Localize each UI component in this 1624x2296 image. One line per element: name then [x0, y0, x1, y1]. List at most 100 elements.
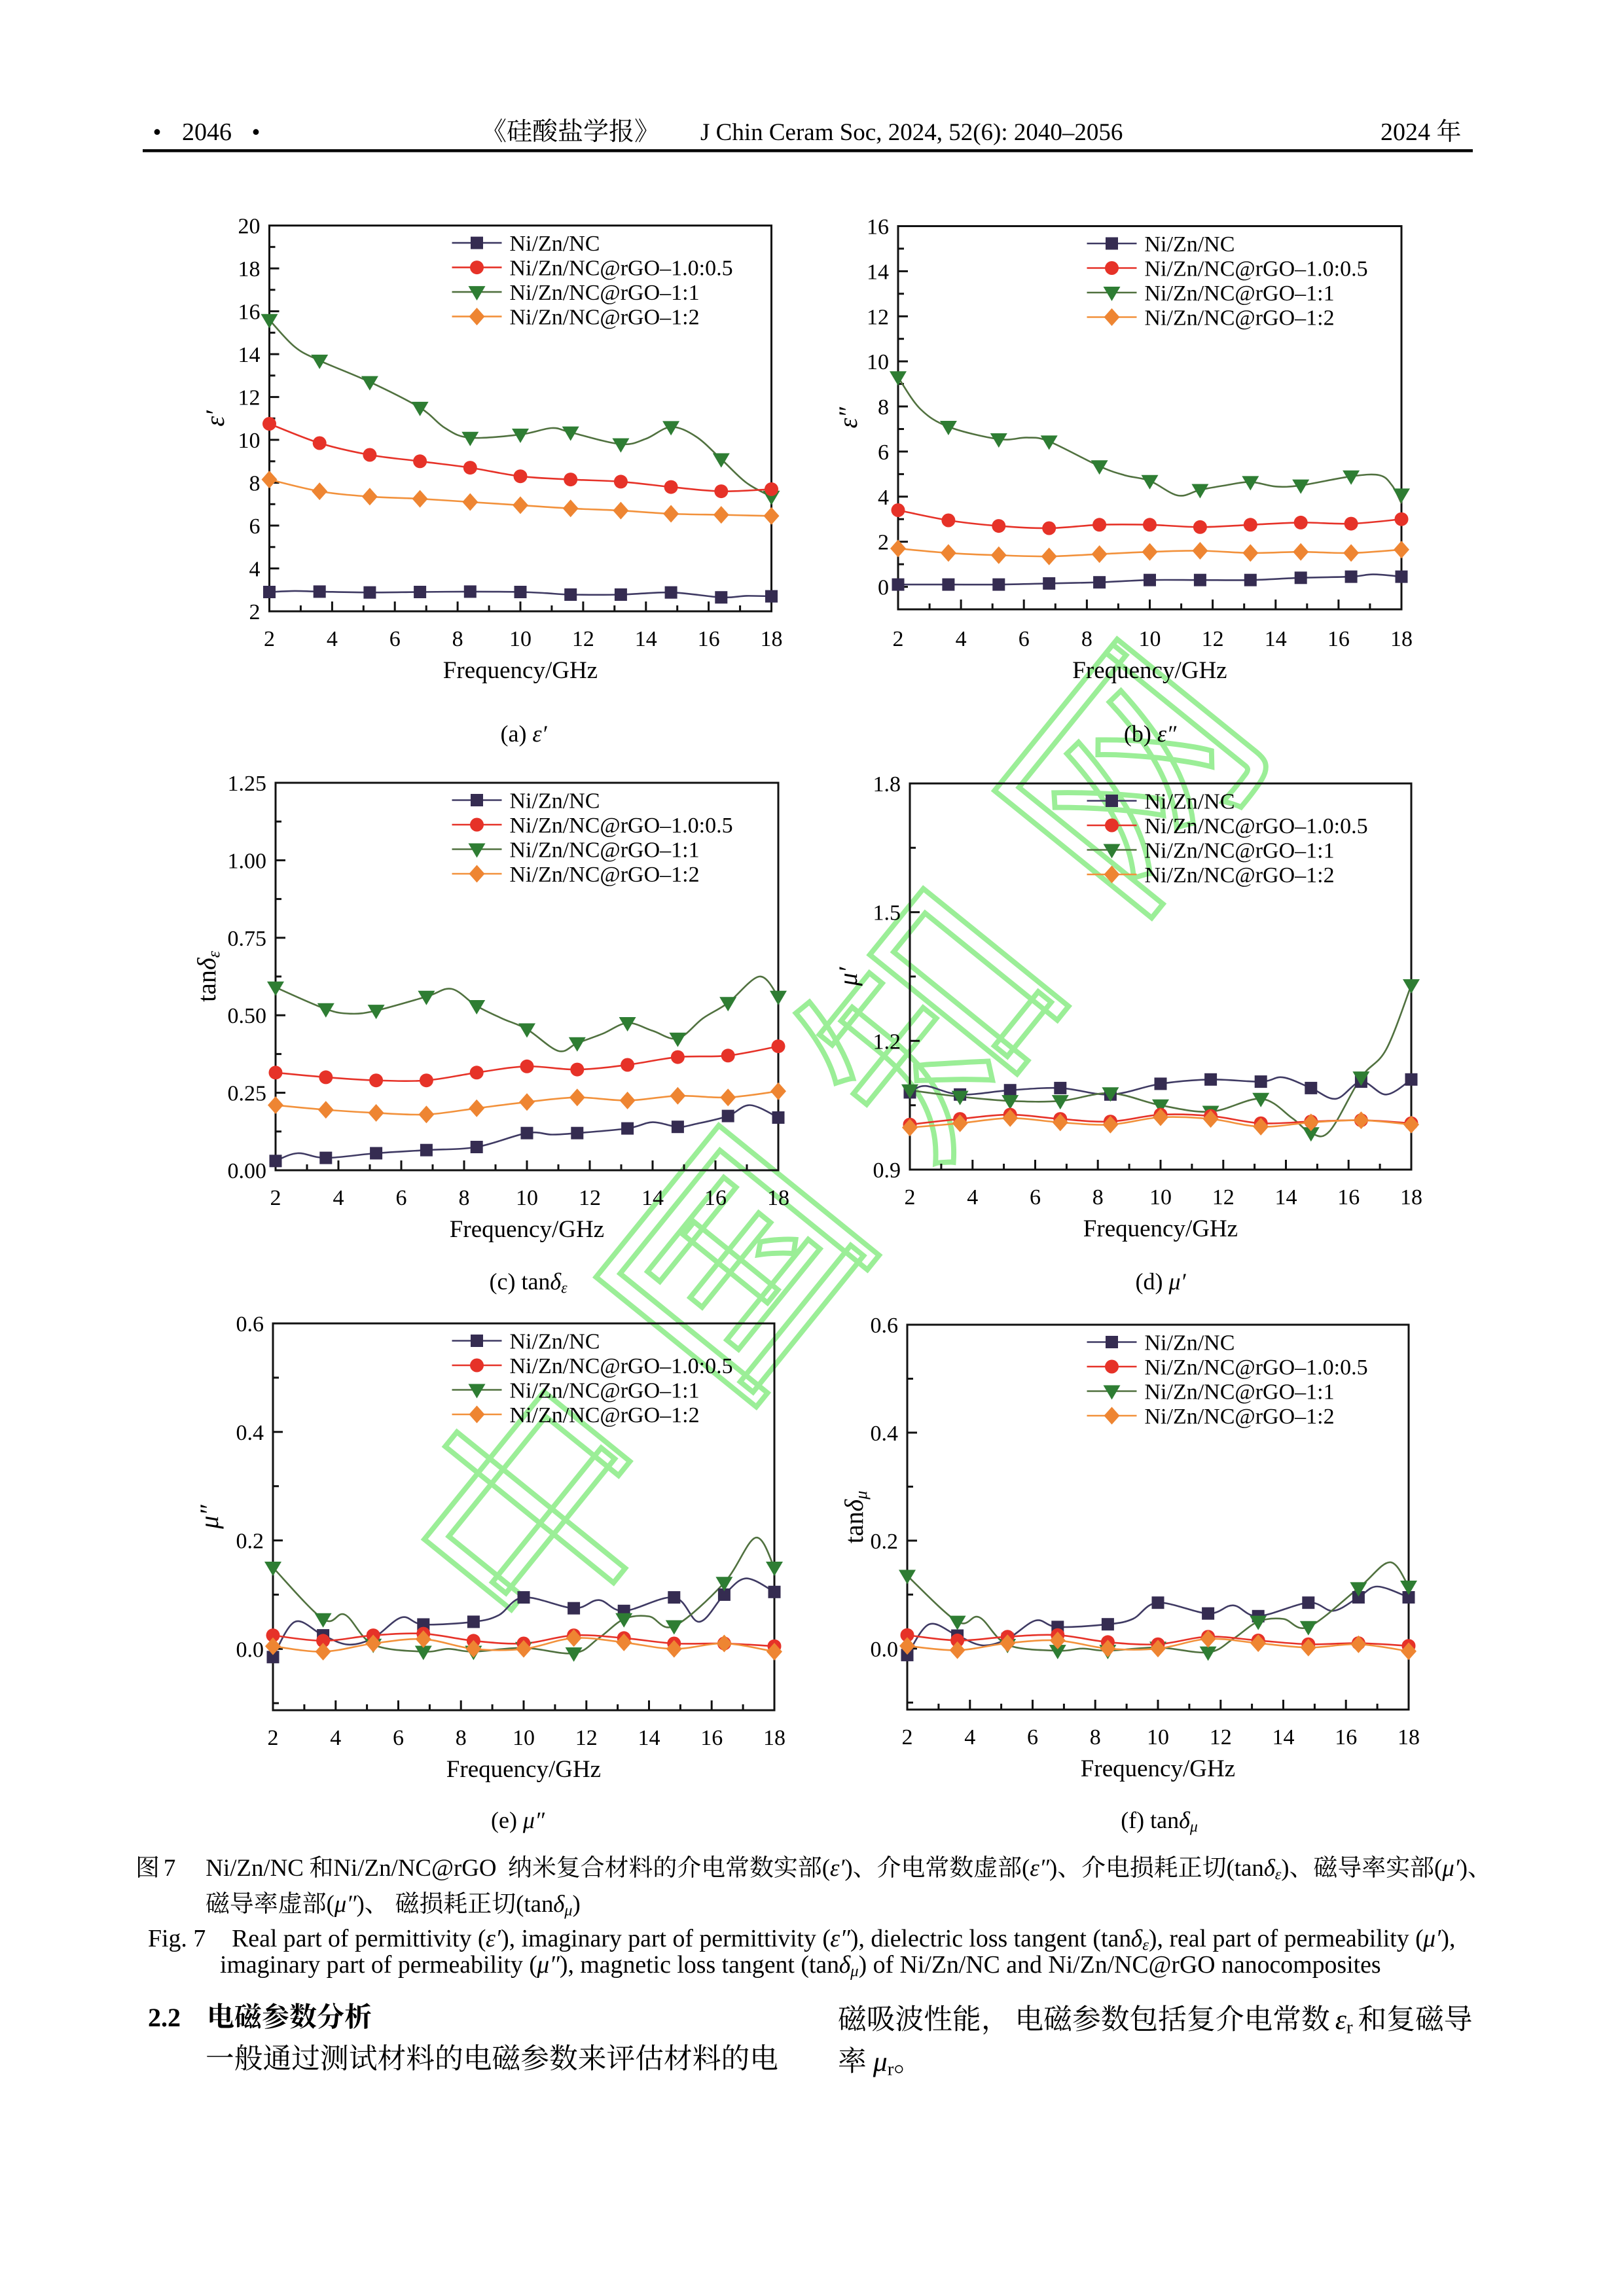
svg-text:ε″: ε″: [830, 1925, 851, 1952]
svg-text:2: 2: [878, 531, 889, 555]
svg-text:δ: δ: [839, 1499, 869, 1512]
svg-text:ε′: ε′: [200, 410, 230, 427]
svg-text:(tan: (tan: [1227, 1854, 1264, 1882]
svg-text:4: 4: [330, 1726, 341, 1750]
svg-text:20: 20: [238, 215, 261, 239]
svg-text:μ″: μ″: [522, 1807, 545, 1833]
svg-text:16: 16: [698, 627, 720, 651]
svg-text:4: 4: [878, 486, 889, 510]
svg-text:μ′: μ′: [1422, 1925, 1441, 1952]
svg-text:Frequency/GHz: Frequency/GHz: [443, 657, 598, 684]
svg-text:J Chin Ceram Soc, 2024, 52(6):: J Chin Ceram Soc, 2024, 52(6): 2040–2056: [700, 119, 1123, 146]
svg-text:Ni/Zn/NC: Ni/Zn/NC: [1145, 1331, 1235, 1355]
svg-text:10: 10: [509, 627, 532, 651]
svg-text:8: 8: [452, 627, 463, 651]
svg-text:2: 2: [249, 600, 261, 624]
svg-text:12: 12: [1212, 1185, 1235, 1210]
svg-text:10: 10: [867, 350, 889, 374]
svg-text:14: 14: [1272, 1725, 1295, 1749]
svg-text:μ″: μ″: [334, 1890, 357, 1917]
svg-text:Ni/Zn/NC: Ni/Zn/NC: [206, 1854, 304, 1881]
svg-text:6: 6: [1027, 1725, 1038, 1749]
svg-text:0.25: 0.25: [228, 1082, 267, 1106]
svg-text:8: 8: [1092, 1185, 1104, 1210]
svg-text:2046: 2046: [182, 118, 232, 146]
svg-text:Ni/Zn/NC: Ni/Zn/NC: [1145, 790, 1235, 814]
svg-text:Frequency/GHz: Frequency/GHz: [1083, 1215, 1238, 1242]
svg-text:): ): [1281, 1854, 1289, 1882]
svg-text:•: •: [252, 119, 261, 146]
svg-text:14: 14: [1265, 627, 1287, 651]
svg-text:(a): (a): [501, 721, 527, 747]
svg-text:μ″: μ″: [536, 1951, 560, 1979]
svg-text:ε: ε: [204, 950, 223, 958]
svg-text:Ni/Zn/NC@rGO–1.0:0.5: Ni/Zn/NC@rGO–1.0:0.5: [1145, 1355, 1368, 1380]
svg-text:(: (: [822, 1854, 830, 1882]
svg-text:14: 14: [635, 627, 657, 651]
svg-text:Ni/Zn/NC@rGO–1.0:0.5: Ni/Zn/NC@rGO–1.0:0.5: [510, 257, 733, 281]
svg-text:): ): [357, 1890, 365, 1918]
svg-text:14: 14: [1275, 1185, 1297, 1210]
svg-text:18: 18: [1398, 1725, 1420, 1749]
svg-text:δ: δ: [192, 957, 221, 970]
svg-text:Ni/Zn/NC: Ni/Zn/NC: [510, 1330, 600, 1354]
svg-text:δ: δ: [839, 1951, 852, 1979]
svg-text:16: 16: [238, 300, 261, 325]
svg-text:6: 6: [393, 1726, 404, 1750]
svg-text:μ′: μ′: [1441, 1854, 1460, 1881]
svg-text:) of Ni/Zn/NC and Ni/Zn/NC@rGO: ) of Ni/Zn/NC and Ni/Zn/NC@rGO nanocompo…: [859, 1951, 1381, 1979]
svg-text:Ni/Zn/NC@rGO–1:1: Ni/Zn/NC@rGO–1:1: [510, 281, 700, 305]
svg-text:10: 10: [1149, 1185, 1172, 1210]
svg-text:0.2: 0.2: [236, 1530, 264, 1554]
svg-text:Frequency/GHz: Frequency/GHz: [1081, 1755, 1235, 1782]
svg-text:2: 2: [268, 1726, 279, 1750]
svg-text:8: 8: [459, 1186, 470, 1210]
svg-text:), magnetic loss tangent (tan: ), magnetic loss tangent (tan: [560, 1951, 839, 1979]
svg-text:μ″: μ″: [194, 1504, 224, 1530]
svg-text:Frequency/GHz: Frequency/GHz: [450, 1216, 604, 1243]
svg-text:10: 10: [1147, 1725, 1169, 1749]
svg-text:imaginary part of permeability: imaginary part of permeability (: [220, 1951, 537, 1979]
svg-text:0.4: 0.4: [871, 1422, 899, 1446]
svg-text:16: 16: [700, 1726, 723, 1750]
svg-text:(f) tan: (f) tan: [1121, 1807, 1179, 1833]
svg-text:0.00: 0.00: [228, 1159, 267, 1183]
svg-text:Ni/Zn/NC@rGO–1:2: Ni/Zn/NC@rGO–1:2: [510, 306, 700, 330]
svg-text:δ: δ: [550, 1268, 562, 1295]
svg-text:Frequency/GHz: Frequency/GHz: [446, 1756, 601, 1783]
svg-text:2: 2: [905, 1185, 916, 1210]
svg-text:2: 2: [893, 627, 904, 651]
svg-text:12: 12: [1210, 1725, 1232, 1749]
svg-text:Fig. 7: Fig. 7: [148, 1925, 206, 1952]
svg-text:4: 4: [249, 558, 261, 582]
svg-text:ε″: ε″: [833, 406, 863, 429]
svg-text:4: 4: [327, 627, 338, 651]
svg-text:Ni/Zn/NC@rGO–1.0:0.5: Ni/Zn/NC@rGO–1.0:0.5: [510, 1354, 733, 1378]
svg-text:0.6: 0.6: [236, 1312, 264, 1336]
svg-text:δ: δ: [1131, 1925, 1144, 1952]
svg-text:), imaginary part of permittiv: ), imaginary part of permittivity (: [501, 1925, 831, 1952]
svg-text:Ni/Zn/NC@rGO–1:1: Ni/Zn/NC@rGO–1:1: [510, 1379, 700, 1403]
svg-text:1.00: 1.00: [228, 849, 267, 873]
svg-text:Ni/Zn/NC@rGO–1.0:0.5: Ni/Zn/NC@rGO–1.0:0.5: [1145, 257, 1368, 281]
svg-text:ε′: ε′: [486, 1925, 501, 1952]
svg-text:ε: ε: [1335, 2004, 1347, 2036]
svg-text:10: 10: [238, 429, 261, 453]
svg-text:(d): (d): [1136, 1268, 1163, 1295]
svg-text:18: 18: [1390, 627, 1413, 651]
svg-text:14: 14: [641, 1186, 664, 1210]
svg-text:8: 8: [878, 395, 889, 420]
svg-text:): ): [1460, 1854, 1468, 1882]
svg-text:18: 18: [1400, 1185, 1422, 1210]
svg-text:Ni/Zn/NC@rGO–1:1: Ni/Zn/NC@rGO–1:1: [1145, 1380, 1335, 1405]
svg-text:2: 2: [264, 627, 275, 651]
svg-text:(b): (b): [1124, 721, 1151, 747]
svg-text:12: 12: [579, 1186, 601, 1210]
svg-text:12: 12: [238, 386, 261, 410]
svg-text:ε′: ε′: [532, 721, 547, 747]
svg-text:Ni/Zn/NC: Ni/Zn/NC: [510, 789, 600, 814]
svg-text:10: 10: [513, 1726, 535, 1750]
svg-text:ε: ε: [1275, 1866, 1282, 1884]
svg-text:8: 8: [456, 1726, 467, 1750]
svg-text:0.0: 0.0: [236, 1638, 264, 1662]
